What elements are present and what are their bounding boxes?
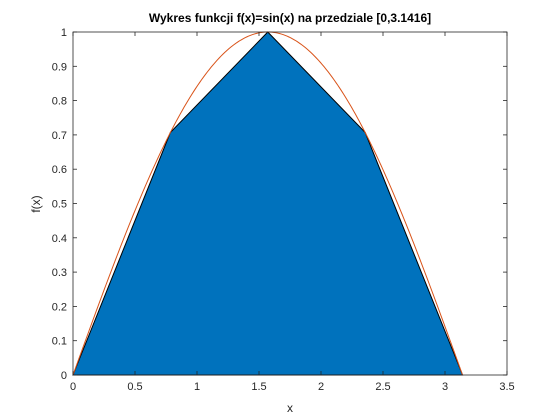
y-tick-label: 0.1 (52, 336, 67, 348)
y-tick-label: 0.5 (52, 199, 67, 211)
y-tick-label: 0.7 (52, 130, 67, 142)
x-tick-label: 0.5 (127, 381, 142, 393)
tick-layer: 0 0.5 1 1.5 2 2.5 3 3.5 0 0.1 0.2 0.3 0.4 0.5 0.6 0.7 0.… (52, 27, 515, 393)
y-tick-label: 1 (61, 27, 67, 39)
x-tick-label: 3.5 (499, 381, 514, 393)
chart-title: Wykres funkcji f(x)=sin(x) na przedziale… (149, 11, 431, 25)
y-tick-label: 0.4 (52, 233, 67, 245)
x-tick-label: 2.5 (375, 381, 390, 393)
y-tick-label: 0.3 (52, 267, 67, 279)
x-tick-label: 3 (442, 381, 448, 393)
x-tick-label: 0 (70, 381, 76, 393)
x-tick-label: 2 (318, 381, 324, 393)
x-axis-label: x (287, 401, 293, 415)
x-tick-label: 1.5 (251, 381, 266, 393)
y-tick-label: 0.9 (52, 61, 67, 73)
y-tick-label: 0.6 (52, 164, 67, 176)
y-tick-label: 0 (61, 370, 67, 382)
x-tick-label: 1 (194, 381, 200, 393)
y-axis-label: f(x) (29, 195, 43, 212)
y-tick-label: 0.8 (52, 96, 67, 108)
y-tick-label: 0.2 (52, 301, 67, 313)
